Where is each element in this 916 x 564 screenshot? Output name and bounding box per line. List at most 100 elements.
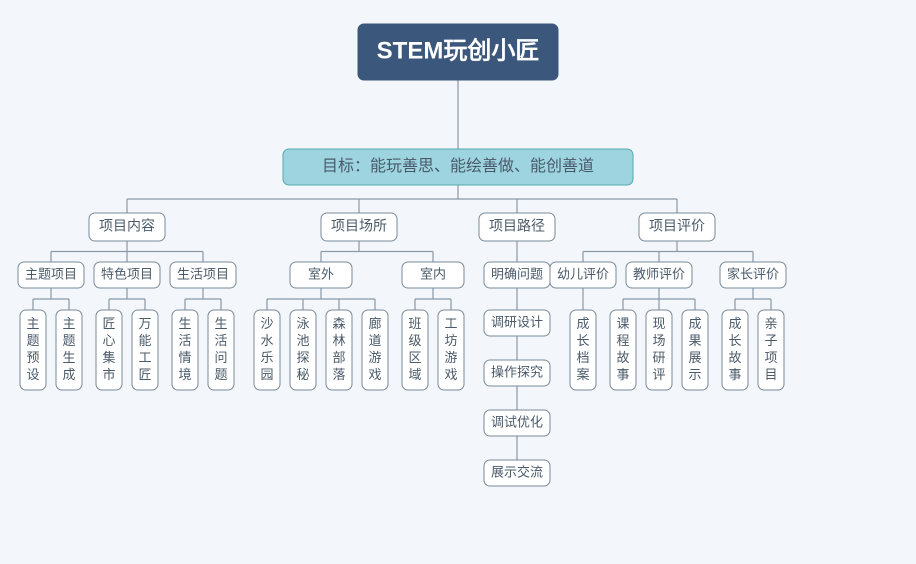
svg-text:室外: 室外 <box>308 266 334 281</box>
svg-text:问: 问 <box>214 350 227 365</box>
svg-text:探: 探 <box>296 350 309 365</box>
svg-text:项目路径: 项目路径 <box>489 218 545 234</box>
leaf-node: 亲子项目 <box>758 310 784 390</box>
svg-text:研: 研 <box>652 350 665 365</box>
svg-text:水: 水 <box>260 333 273 348</box>
svg-text:项目内容: 项目内容 <box>99 218 155 234</box>
svg-text:展: 展 <box>688 350 701 365</box>
leaf-node: 成长故事 <box>722 310 748 390</box>
svg-text:乐: 乐 <box>260 350 273 365</box>
svg-text:匠: 匠 <box>102 316 115 331</box>
svg-text:长: 长 <box>728 333 741 348</box>
svg-text:戏: 戏 <box>444 367 457 382</box>
svg-text:秘: 秘 <box>296 367 309 382</box>
svg-text:成: 成 <box>62 367 75 382</box>
category-node: 项目场所 <box>321 213 397 241</box>
leaf-node: 主题预设 <box>20 310 46 390</box>
leaf-node: 生活问题 <box>208 310 234 390</box>
svg-text:班: 班 <box>408 316 421 331</box>
stem-org-chart: STEM玩创小匠目标：能玩善思、能绘善做、能创善道项目内容主题项目主题预设主题生… <box>0 0 916 564</box>
svg-text:明确问题: 明确问题 <box>491 266 543 281</box>
leaf-node: 廊道游戏 <box>362 310 388 390</box>
chain-node: 操作探究 <box>484 360 550 386</box>
sub-node: 特色项目 <box>94 262 160 288</box>
svg-text:教师评价: 教师评价 <box>633 266 685 281</box>
svg-text:展示交流: 展示交流 <box>491 464 543 479</box>
svg-text:游: 游 <box>444 350 457 365</box>
svg-text:题: 题 <box>214 367 227 382</box>
svg-text:预: 预 <box>26 350 39 365</box>
svg-text:集: 集 <box>102 350 115 365</box>
svg-text:事: 事 <box>728 367 741 382</box>
category-node: 项目内容 <box>89 213 165 241</box>
svg-text:游: 游 <box>368 350 381 365</box>
chain-node: 调试优化 <box>484 410 550 436</box>
svg-text:生: 生 <box>62 350 75 365</box>
leaf-node: 主题生成 <box>56 310 82 390</box>
svg-text:域: 域 <box>408 367 421 382</box>
leaf-node: 万能工匠 <box>132 310 158 390</box>
svg-text:落: 落 <box>332 367 345 382</box>
svg-text:室内: 室内 <box>420 266 446 281</box>
svg-text:题: 题 <box>26 333 39 348</box>
svg-text:生: 生 <box>178 316 191 331</box>
svg-text:能: 能 <box>138 333 151 348</box>
svg-text:课: 课 <box>616 316 629 331</box>
leaf-node: 沙水乐园 <box>254 310 280 390</box>
svg-text:亲: 亲 <box>764 316 777 331</box>
svg-text:项目场所: 项目场所 <box>331 218 387 234</box>
leaf-node: 现场研评 <box>646 310 672 390</box>
svg-text:沙: 沙 <box>260 316 273 331</box>
svg-text:工: 工 <box>138 350 151 365</box>
category-node: 项目评价 <box>639 213 715 241</box>
leaf-node: 课程故事 <box>610 310 636 390</box>
svg-text:区: 区 <box>408 350 421 365</box>
svg-text:目: 目 <box>764 367 777 382</box>
svg-text:万: 万 <box>138 316 151 331</box>
svg-text:项: 项 <box>764 350 777 365</box>
svg-text:境: 境 <box>178 367 191 382</box>
sub-node: 生活项目 <box>170 262 236 288</box>
svg-text:廊: 廊 <box>368 316 381 331</box>
svg-text:特色项目: 特色项目 <box>101 266 153 281</box>
sub-node: 家长评价 <box>720 262 786 288</box>
svg-text:档: 档 <box>576 350 589 365</box>
svg-text:果: 果 <box>688 333 701 348</box>
svg-text:道: 道 <box>368 333 381 348</box>
svg-text:题: 题 <box>62 333 75 348</box>
svg-text:操作探究: 操作探究 <box>491 364 543 379</box>
svg-text:园: 园 <box>260 367 273 382</box>
svg-text:示: 示 <box>688 367 701 382</box>
svg-text:场: 场 <box>652 333 665 348</box>
svg-text:森: 森 <box>332 316 345 331</box>
svg-text:部: 部 <box>332 350 345 365</box>
svg-text:项目评价: 项目评价 <box>649 218 705 234</box>
chain-node: 调研设计 <box>484 310 550 336</box>
svg-text:坊: 坊 <box>444 333 457 348</box>
svg-text:STEM玩创小匠: STEM玩创小匠 <box>377 37 540 64</box>
svg-text:情: 情 <box>178 350 191 365</box>
svg-text:市: 市 <box>102 367 115 382</box>
svg-text:评: 评 <box>652 367 665 382</box>
leaf-node: 森林部落 <box>326 310 352 390</box>
svg-text:长: 长 <box>576 333 589 348</box>
svg-text:林: 林 <box>332 333 345 348</box>
svg-text:故: 故 <box>616 350 629 365</box>
svg-text:案: 案 <box>576 367 589 382</box>
root-node: STEM玩创小匠 <box>358 24 558 80</box>
svg-text:匠: 匠 <box>138 367 151 382</box>
svg-text:池: 池 <box>296 333 309 348</box>
svg-text:故: 故 <box>728 350 741 365</box>
svg-text:目标：能玩善思、能绘善做、能创善道: 目标：能玩善思、能绘善做、能创善道 <box>322 157 594 175</box>
svg-text:生: 生 <box>214 316 227 331</box>
svg-text:级: 级 <box>408 333 421 348</box>
leaf-node: 工坊游戏 <box>438 310 464 390</box>
svg-text:活: 活 <box>178 333 191 348</box>
category-node: 项目路径 <box>479 213 555 241</box>
leaf-node: 班级区域 <box>402 310 428 390</box>
svg-text:生活项目: 生活项目 <box>177 266 229 281</box>
sub-node: 室外 <box>290 262 352 288</box>
sub-node: 教师评价 <box>626 262 692 288</box>
sub-node: 室内 <box>402 262 464 288</box>
svg-text:成: 成 <box>688 316 701 331</box>
